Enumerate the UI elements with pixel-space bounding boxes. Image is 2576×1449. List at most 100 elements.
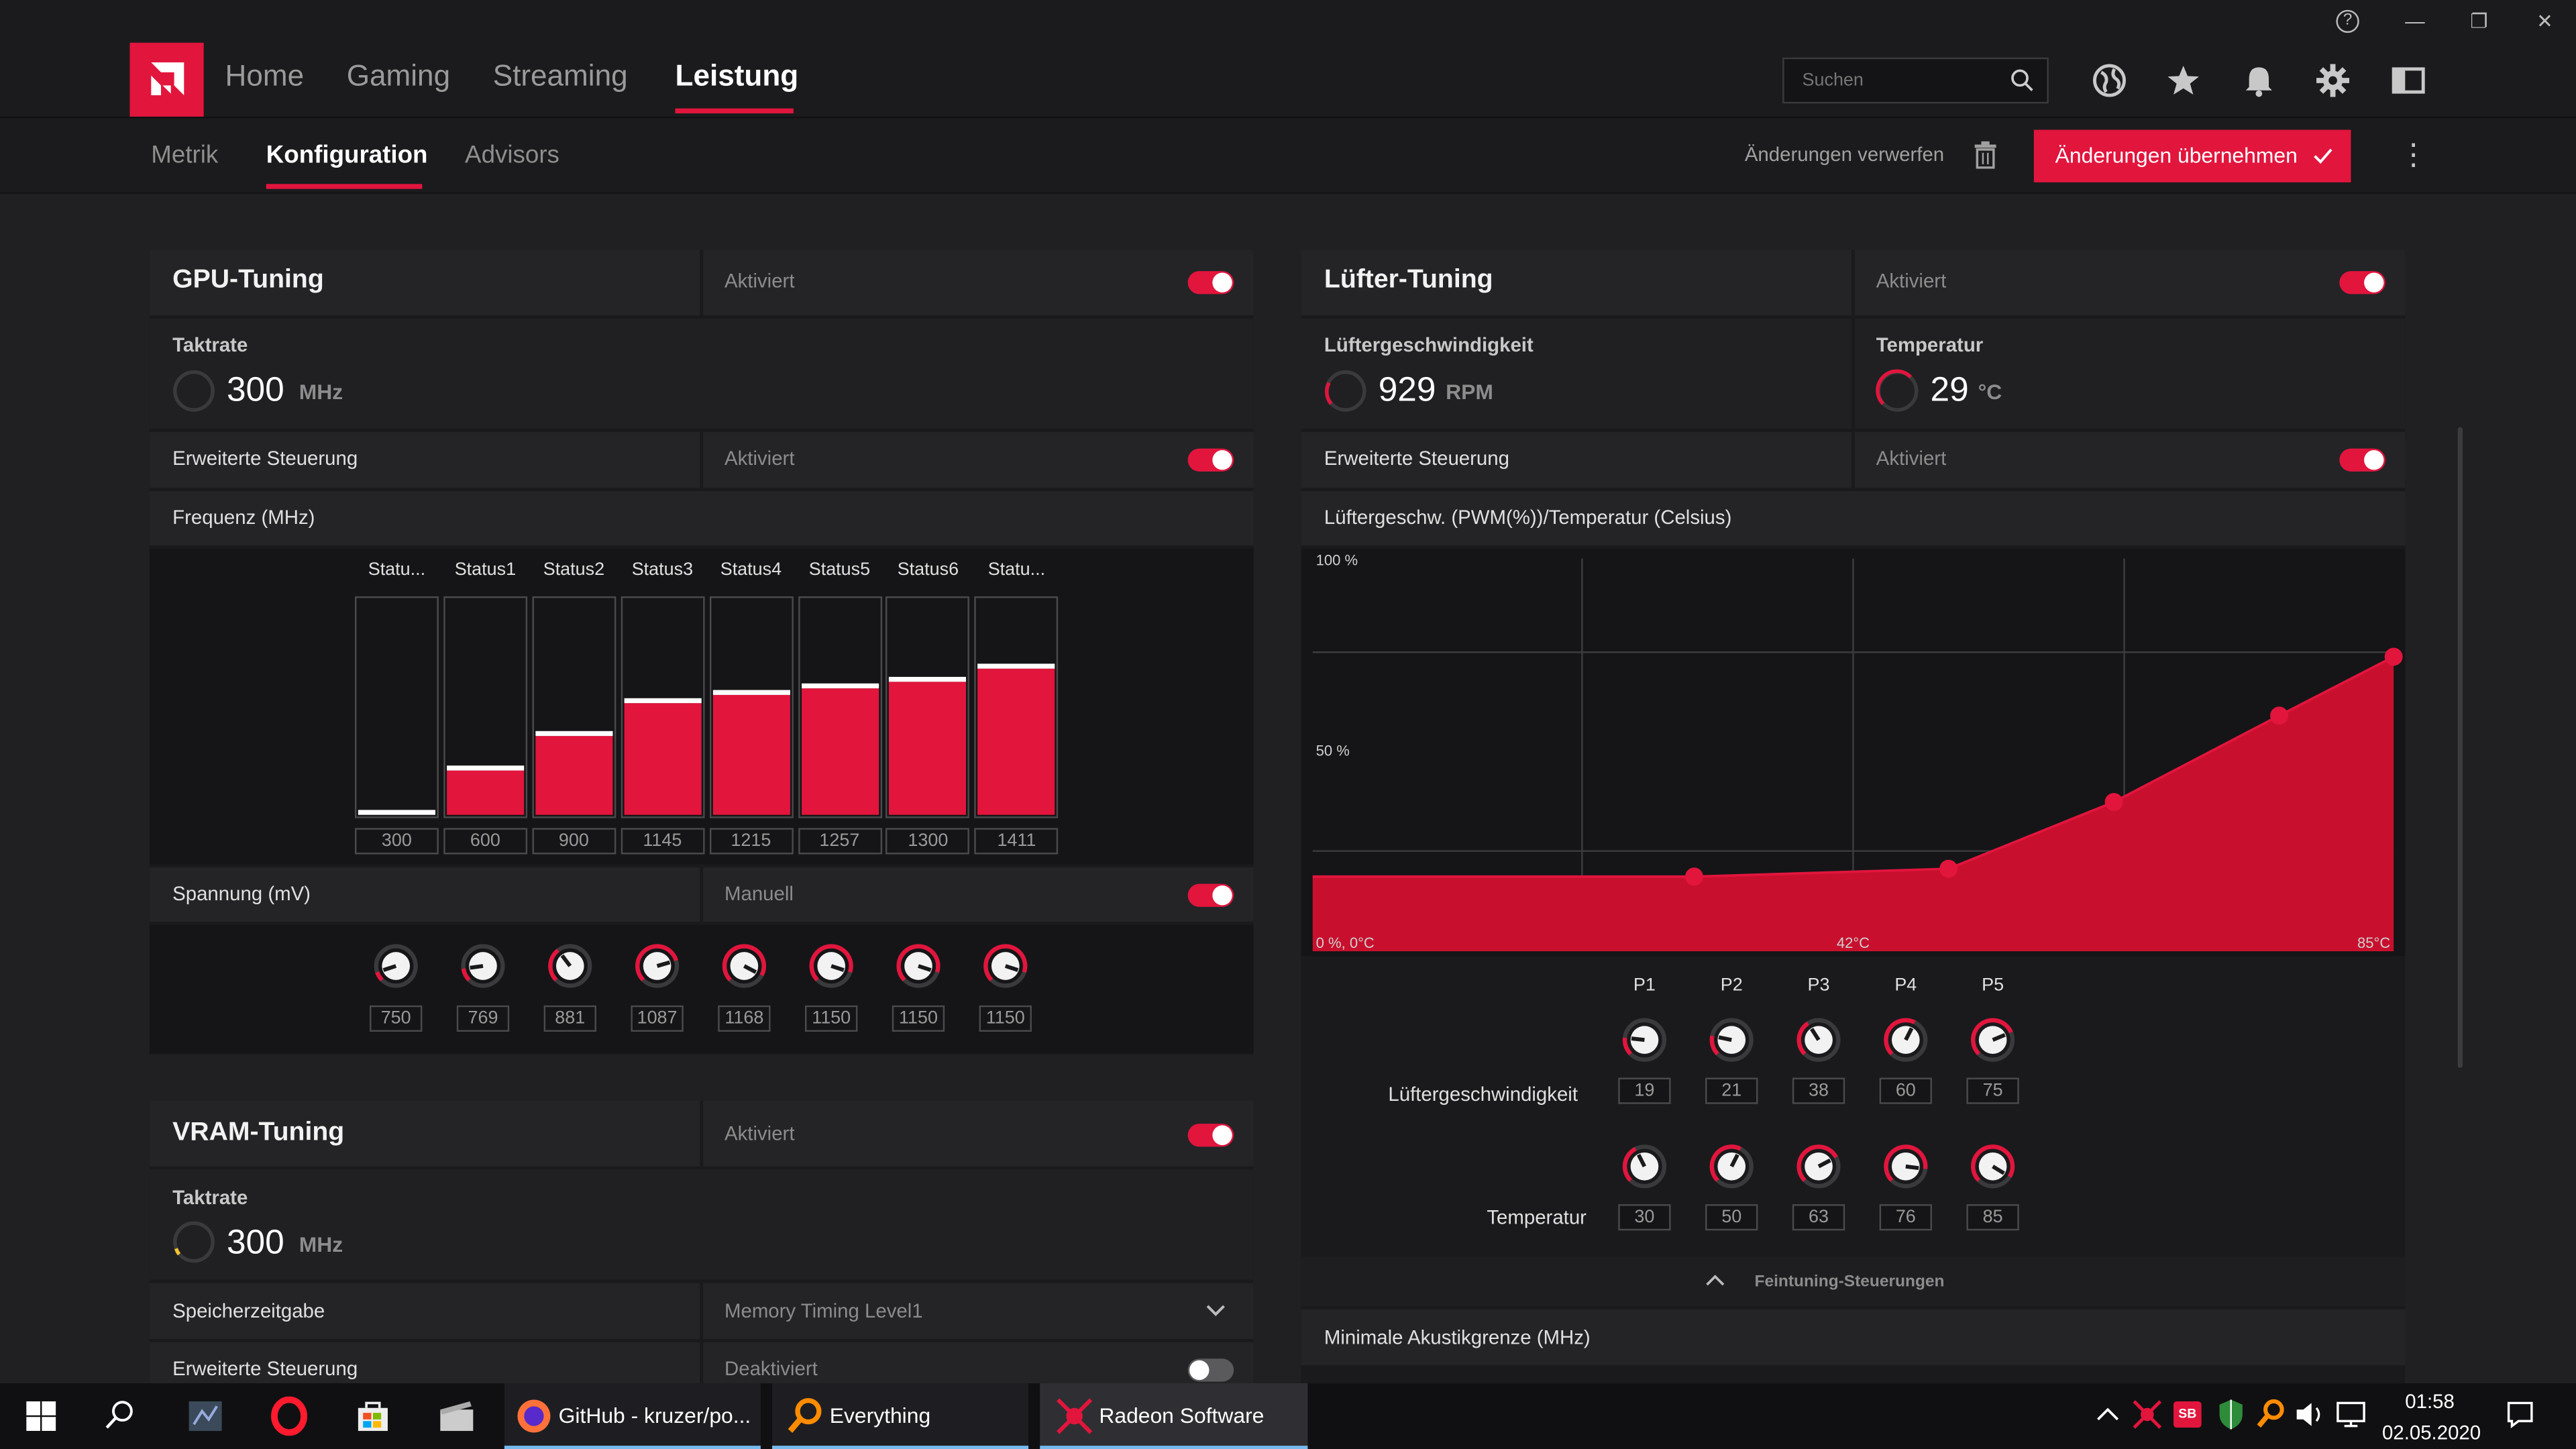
voltage-knob[interactable] [721,943,767,989]
voltage-knob[interactable] [808,943,855,989]
voltage-knob[interactable] [982,943,1028,989]
fan-temp-knob[interactable] [1621,1143,1668,1189]
apply-changes-button[interactable]: Änderungen übernehmen [2033,129,2351,182]
voltage-knob[interactable] [547,943,594,989]
tab-streaming[interactable]: Streaming [492,59,628,93]
fan-temp-knob[interactable] [1709,1143,1755,1189]
fan-temp-value-field[interactable]: 63 [1792,1204,1845,1231]
vram-tuning-toggle[interactable] [1187,1124,1234,1147]
fan-curve-point[interactable] [1685,867,1703,886]
close-button[interactable]: ✕ [2536,9,2553,33]
fan-speed-knob[interactable] [1709,1017,1755,1063]
frequency-bar-handle[interactable] [535,731,612,737]
voltage-value-field[interactable]: 881 [543,1005,596,1032]
frequency-bar-handle[interactable] [446,765,524,771]
fine-tuning-toggle[interactable] [1301,1256,2406,1306]
chevron-down-icon[interactable] [1204,1303,1227,1319]
app-icon-hwinfo[interactable] [186,1397,225,1436]
more-options-button[interactable]: ⋮ [2398,138,2428,171]
frequency-value-field[interactable]: 1300 [885,828,970,855]
amd-logo[interactable] [129,42,204,117]
frequency-value-field[interactable]: 1145 [620,828,704,855]
voltage-value-field[interactable]: 1150 [805,1005,858,1032]
store-icon[interactable] [354,1397,393,1436]
frequency-value-field[interactable]: 600 [443,828,527,855]
clock-date[interactable]: 02.05.2020 [2382,1421,2481,1444]
voltage-value-field[interactable]: 750 [370,1005,423,1032]
frequency-bar-handle[interactable] [712,690,790,695]
frequency-state-bar[interactable] [354,596,439,818]
frequency-value-field[interactable]: 1215 [708,828,793,855]
discard-changes-button[interactable]: Änderungen verwerfen [1744,143,1945,166]
fan-temp-value-field[interactable]: 30 [1618,1204,1671,1231]
tab-advisors[interactable]: Advisors [465,141,559,170]
frequency-bar-handle[interactable] [977,663,1055,669]
voltage-value-field[interactable]: 1150 [892,1005,945,1032]
tab-leistung[interactable]: Leistung [675,59,799,93]
frequency-value-field[interactable]: 900 [531,828,616,855]
fan-advanced-toggle[interactable] [2339,448,2385,472]
opera-icon[interactable] [270,1396,309,1436]
clock-time[interactable]: 01:58 [2405,1389,2455,1413]
gpu-voltage-toggle[interactable] [1187,883,1234,907]
minimize-button[interactable]: — [2405,9,2425,33]
fan-temp-value-field[interactable]: 50 [1705,1204,1758,1231]
tray-radeon-icon[interactable] [2131,1398,2163,1431]
fan-speed-knob[interactable] [1883,1017,1929,1063]
vram-timing-select[interactable] [703,1283,1254,1339]
maximize-button[interactable]: ❐ [2470,9,2488,33]
frequency-state-bar[interactable] [531,596,616,818]
fan-speed-value-field[interactable]: 19 [1618,1077,1671,1104]
fan-temp-value-field[interactable]: 85 [1966,1204,2019,1231]
network-icon[interactable] [2334,1400,2367,1430]
frequency-state-bar[interactable] [708,596,793,818]
frequency-state-bar[interactable] [443,596,527,818]
fan-speed-value-field[interactable]: 38 [1792,1077,1845,1104]
fan-speed-value-field[interactable]: 60 [1879,1077,1933,1104]
frequency-state-bar[interactable] [797,596,881,818]
frequency-state-bar[interactable] [620,596,704,818]
taskbar-item-radeon[interactable] [1040,1383,1308,1449]
search-input[interactable] [1784,59,1998,102]
bell-icon[interactable] [2241,62,2277,99]
fan-curve-point[interactable] [2270,706,2289,725]
media-player-icon[interactable] [437,1397,476,1436]
voltage-knob[interactable] [460,943,506,989]
frequency-bar-handle[interactable] [800,683,878,689]
trash-icon[interactable] [1973,141,1998,170]
voltage-knob[interactable] [373,943,419,989]
tab-konfiguration[interactable]: Konfiguration [266,141,428,170]
voltage-value-field[interactable]: 1168 [718,1005,771,1032]
voltage-knob[interactable] [634,943,680,989]
fan-temp-knob[interactable] [1796,1143,1842,1189]
chevron-up-icon[interactable] [1705,1273,1725,1287]
fan-curve-point[interactable] [1939,859,1958,878]
frequency-value-field[interactable]: 1411 [974,828,1059,855]
tray-sb-icon[interactable]: SB [2174,1401,2202,1428]
taskbar-item-everything[interactable] [772,1383,1029,1449]
fan-curve-point[interactable] [2104,793,2123,812]
gear-icon[interactable] [2315,62,2351,99]
tray-chevron-up-icon[interactable] [2096,1406,2119,1422]
frequency-value-field[interactable]: 300 [354,828,439,855]
frequency-bar-handle[interactable] [358,810,435,815]
gpu-advanced-toggle[interactable] [1187,448,1234,472]
fan-temp-knob[interactable] [1883,1143,1929,1189]
gpu-tuning-toggle[interactable] [1187,271,1234,294]
windows-start-icon[interactable] [26,1401,56,1432]
frequency-state-bar[interactable] [974,596,1059,818]
voltage-knob[interactable] [896,943,942,989]
fan-speed-knob[interactable] [1796,1017,1842,1063]
tab-gaming[interactable]: Gaming [346,59,451,93]
fan-speed-value-field[interactable]: 21 [1705,1077,1758,1104]
fan-tuning-toggle[interactable] [2339,271,2385,294]
frequency-state-bar[interactable] [885,596,970,818]
tray-everything-icon[interactable] [2255,1398,2285,1428]
volume-icon[interactable] [2294,1400,2326,1430]
star-icon[interactable] [2165,62,2202,99]
vram-advanced-toggle[interactable] [1187,1358,1234,1382]
fan-temp-value-field[interactable]: 76 [1879,1204,1933,1231]
tray-shield-icon[interactable] [2216,1398,2246,1431]
voltage-value-field[interactable]: 1087 [631,1005,684,1032]
globe-icon[interactable] [2092,62,2128,99]
